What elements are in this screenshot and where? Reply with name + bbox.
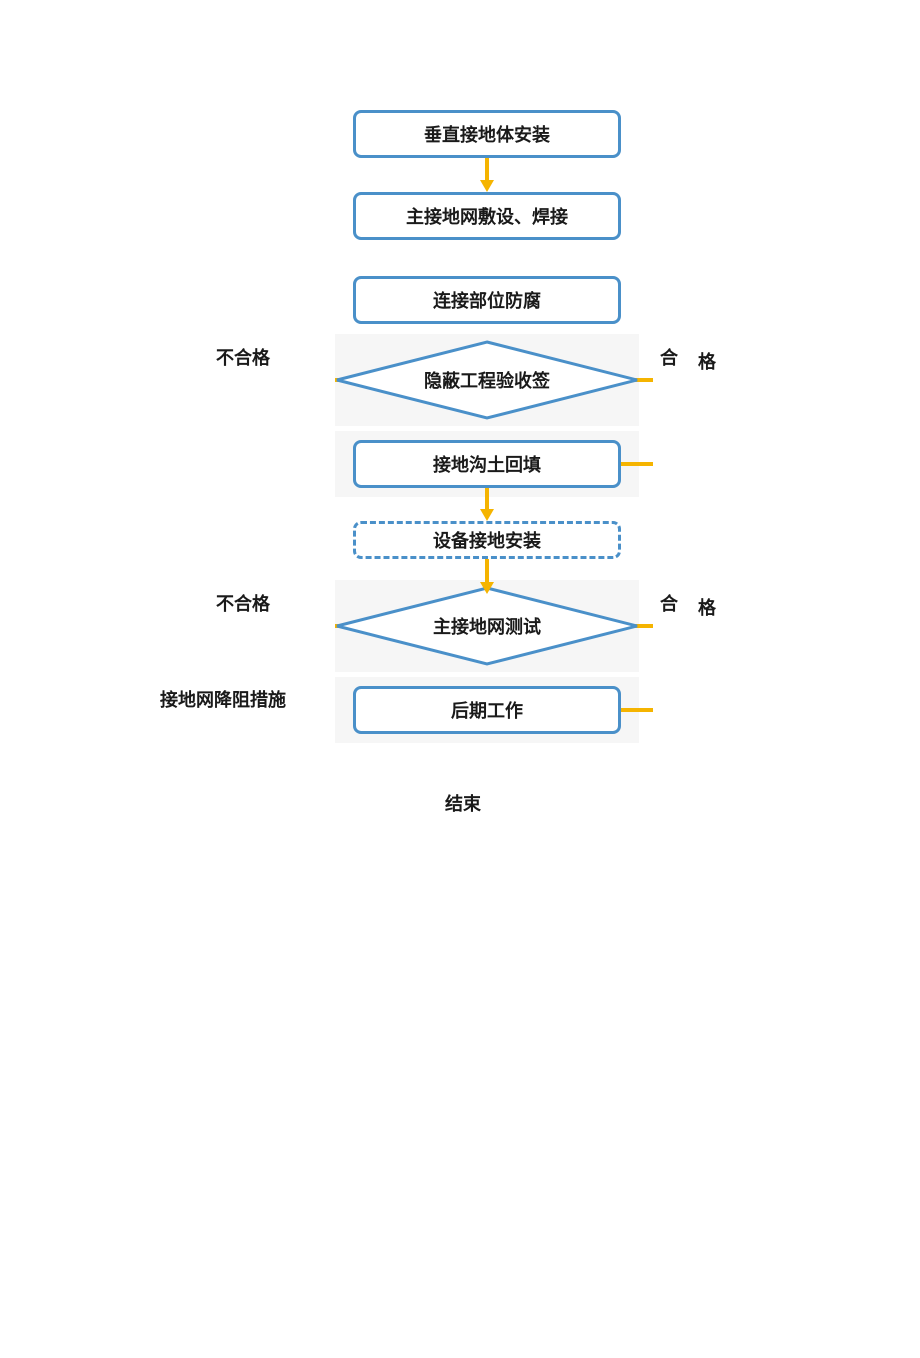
flow-arrow xyxy=(485,559,489,594)
flow-node-n6: 后期工作 xyxy=(353,686,621,734)
flow-decision-d1: 隐蔽工程验收签 xyxy=(335,340,639,420)
edge-right-stub xyxy=(619,462,653,466)
arrow-head-icon xyxy=(480,582,494,594)
label-note: 接地网降阻措施 xyxy=(160,686,286,712)
arrow-head-icon xyxy=(480,180,494,192)
label-pass1a: 合 xyxy=(660,344,678,370)
flow-arrow xyxy=(485,158,489,192)
label-pass1b: 格 xyxy=(698,348,716,374)
arrow-head-icon xyxy=(480,509,494,521)
arrow-line xyxy=(485,559,489,584)
flow-decision-label: 主接地网测试 xyxy=(335,586,639,666)
arrow-line xyxy=(485,158,489,182)
flow-decision-d2: 主接地网测试 xyxy=(335,586,639,666)
flow-node-label: 设备接地安装 xyxy=(433,527,541,553)
label-pass2b: 格 xyxy=(698,594,716,620)
flow-node-label: 垂直接地体安装 xyxy=(424,121,550,147)
flow-node-n2: 主接地网敷设、焊接 xyxy=(353,192,621,240)
label-fail2: 不合格 xyxy=(216,590,270,616)
flow-decision-label: 隐蔽工程验收签 xyxy=(335,340,639,420)
flow-node-n3: 连接部位防腐 xyxy=(353,276,621,324)
label-end: 结束 xyxy=(445,790,481,816)
flow-arrow xyxy=(485,488,489,521)
flow-node-label: 接地沟土回填 xyxy=(433,451,541,477)
edge-right-stub xyxy=(619,708,653,712)
arrow-line xyxy=(485,488,489,511)
label-fail1: 不合格 xyxy=(216,344,270,370)
flowchart-stage: 垂直接地体安装主接地网敷设、焊接连接部位防腐隐蔽工程验收签接地沟土回填设备接地安… xyxy=(0,0,920,1358)
flow-node-n1: 垂直接地体安装 xyxy=(353,110,621,158)
flow-node-label: 连接部位防腐 xyxy=(433,287,541,313)
flow-node-label: 主接地网敷设、焊接 xyxy=(406,203,568,229)
label-pass2a: 合 xyxy=(660,590,678,616)
flow-node-n5: 设备接地安装 xyxy=(353,521,621,559)
flow-node-label: 后期工作 xyxy=(451,697,523,723)
flow-node-n4: 接地沟土回填 xyxy=(353,440,621,488)
